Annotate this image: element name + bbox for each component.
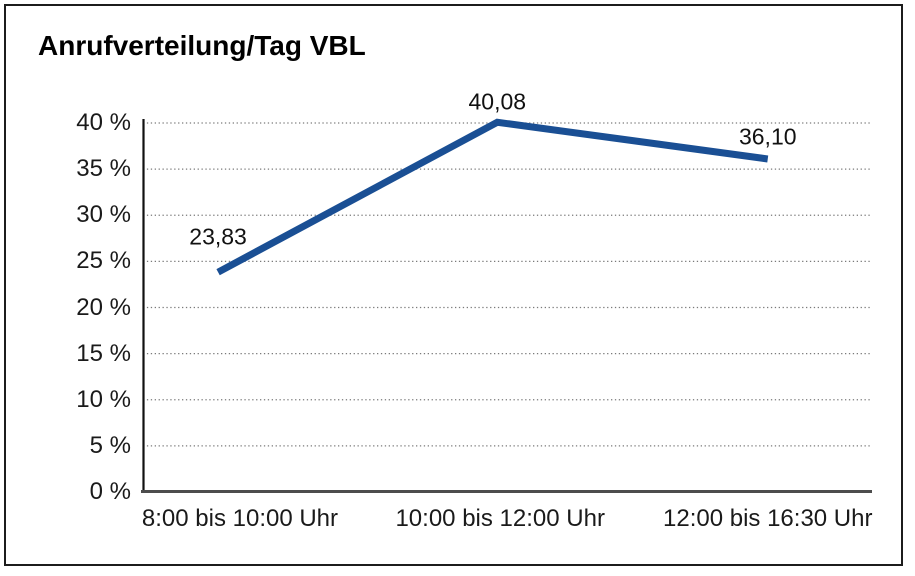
y-tick-label: 40 %	[76, 109, 131, 136]
chart-title: Anrufverteilung/Tag VBL	[38, 30, 366, 61]
x-category-label: 8:00 bis 10:00 Uhr	[141, 505, 339, 532]
x-category-label: 10:00 bis 12:00 Uhr	[395, 505, 605, 532]
y-tick-label: 35 %	[76, 155, 131, 183]
data-value-label: 36,10	[738, 123, 797, 150]
y-tick-label: 25 %	[76, 247, 131, 275]
y-tick-label: 20 %	[76, 293, 131, 321]
y-tick-label: 0 %	[89, 478, 131, 505]
x-category-label: 12:00 bis 16:30 Uhr	[663, 505, 873, 532]
data-value-label: 40,08	[468, 88, 527, 115]
y-tick-label: 10 %	[76, 385, 131, 413]
y-tick-label: 5 %	[89, 431, 131, 459]
y-tick-label: 15 %	[76, 339, 131, 367]
data-series-line	[216, 118, 769, 276]
outer-border	[4, 4, 903, 566]
data-value-label: 23,83	[189, 223, 247, 250]
y-tick-label: 30 %	[76, 201, 131, 229]
